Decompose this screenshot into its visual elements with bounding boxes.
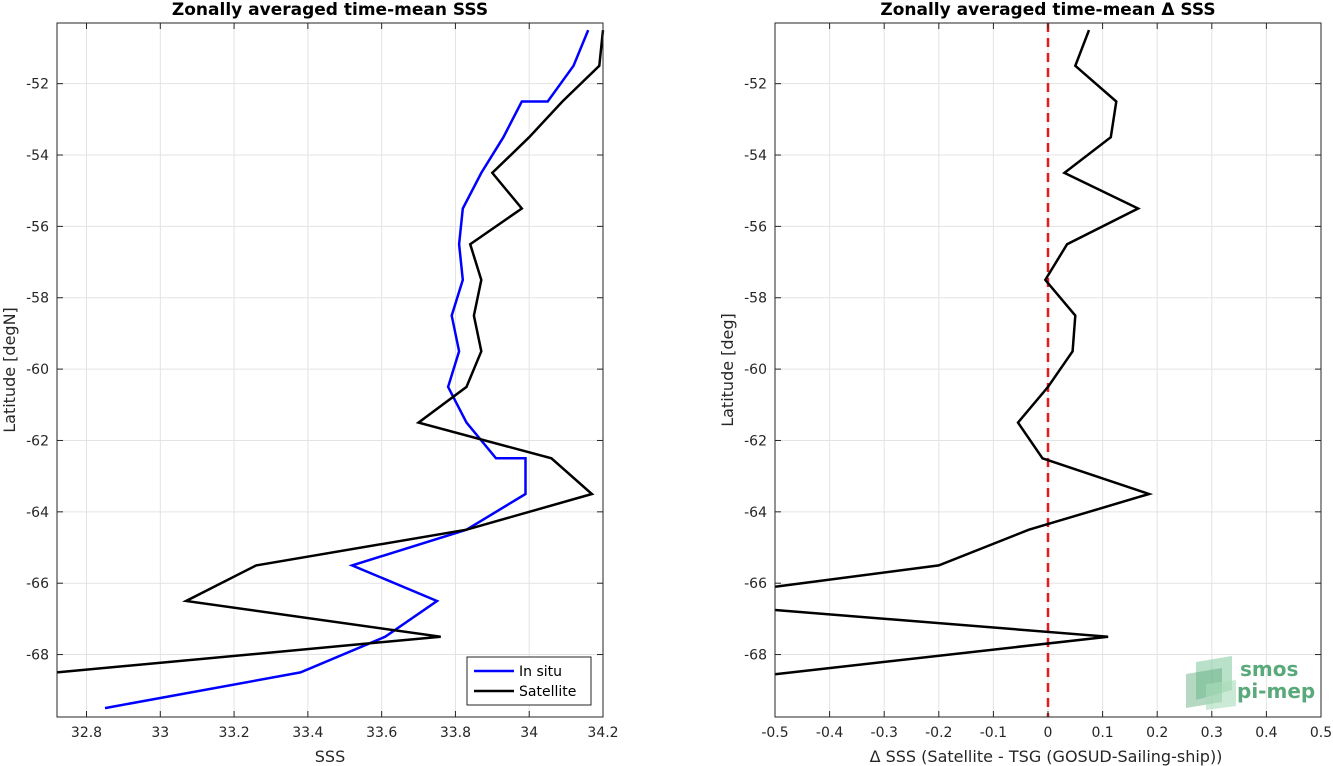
right-series-lines — [774, 29, 1154, 676]
y-tick-label: -58 — [744, 291, 767, 307]
x-tick-label: 33.8 — [440, 725, 471, 741]
legend-label-satellite: Satellite — [519, 684, 576, 700]
x-tick-label: 33.4 — [292, 725, 323, 741]
x-tick-label: 0.5 — [1310, 725, 1332, 741]
y-tick-label: -68 — [26, 648, 49, 664]
left-panel: Zonally averaged time-mean SSS 32.8 33 33.… — [0, 0, 619, 766]
x-tick-label: -0.3 — [871, 725, 898, 741]
x-tick-label: 0.2 — [1146, 725, 1168, 741]
y-tick-label: -62 — [744, 433, 767, 449]
right-y-axis-label: Latitude [deg] — [718, 313, 737, 427]
y-tick-label: -60 — [26, 362, 49, 378]
x-tick-label: 0.3 — [1201, 725, 1223, 741]
y-tick-label: -54 — [26, 148, 49, 164]
logo-text-pi-mep: pi-mep — [1237, 679, 1315, 703]
series-line-satellite — [56, 29, 605, 674]
y-tick-label: -62 — [26, 433, 49, 449]
left-gridlines — [57, 23, 604, 717]
x-tick-label: 32.8 — [71, 725, 102, 741]
right-x-ticks: -0.5 -0.4 -0.3 -0.2 -0.1 0 0.1 0.2 0.3 0.4 0.5 — [761, 23, 1332, 741]
y-tick-label: -56 — [26, 219, 49, 235]
x-tick-label: 33.6 — [366, 725, 397, 741]
y-tick-label: -52 — [744, 77, 767, 93]
y-tick-label: -58 — [26, 291, 49, 307]
left-series-lines — [56, 29, 605, 710]
delta-sss-line-2 — [774, 608, 1109, 676]
y-tick-label: -66 — [26, 576, 49, 592]
x-tick-label: 0 — [1044, 725, 1053, 741]
y-tick-label: -68 — [744, 648, 767, 664]
series-line-in-situ — [104, 29, 590, 710]
smos-pi-mep-logo: smos pi-mep — [1186, 656, 1315, 710]
x-tick-label: -0.2 — [925, 725, 952, 741]
legend: In situ Satellite — [466, 656, 592, 706]
x-tick-label: -0.5 — [761, 725, 788, 741]
legend-label-in-situ: In situ — [519, 664, 562, 680]
y-tick-label: -66 — [744, 576, 767, 592]
right-y-ticks: -52 -54 -56 -58 -60 -62 -64 -66 -68 — [744, 77, 1321, 664]
x-tick-label: 34 — [520, 725, 538, 741]
left-plot-area — [57, 23, 603, 717]
logo-text-smos: smos — [1240, 657, 1298, 681]
left-axes-box — [56, 22, 604, 718]
y-tick-label: -64 — [744, 505, 767, 521]
y-tick-label: -64 — [26, 505, 49, 521]
x-tick-label: 0.4 — [1255, 725, 1277, 741]
delta-sss-line-1 — [774, 29, 1154, 589]
left-chart-title: Zonally averaged time-mean SSS — [172, 0, 488, 20]
left-x-ticks: 32.8 33 33.2 33.4 33.6 33.8 34 34.2 — [71, 23, 619, 741]
x-tick-label: 34.2 — [587, 725, 618, 741]
right-x-axis-label: Δ SSS (Satellite - TSG (GOSUD-Sailing-sh… — [870, 747, 1223, 766]
y-tick-label: -60 — [744, 362, 767, 378]
right-chart-title: Zonally averaged time-mean Δ SSS — [880, 0, 1215, 20]
y-tick-label: -56 — [744, 219, 767, 235]
legend-box — [466, 656, 592, 706]
x-tick-label: -0.4 — [816, 725, 843, 741]
y-tick-label: -52 — [26, 77, 49, 93]
left-x-axis-label: SSS — [315, 747, 345, 766]
x-tick-label: -0.1 — [980, 725, 1007, 741]
x-tick-label: 33.2 — [218, 725, 249, 741]
x-tick-label: 33 — [151, 725, 169, 741]
x-tick-label: 0.1 — [1091, 725, 1113, 741]
left-y-ticks: -52 -54 -56 -58 -60 -62 -64 -66 -68 — [26, 77, 603, 664]
left-y-axis-label: Latitude [degN] — [0, 307, 19, 433]
right-panel: Zonally averaged time-mean Δ SSS -0.5 -0.… — [718, 0, 1332, 766]
y-tick-label: -54 — [744, 148, 767, 164]
